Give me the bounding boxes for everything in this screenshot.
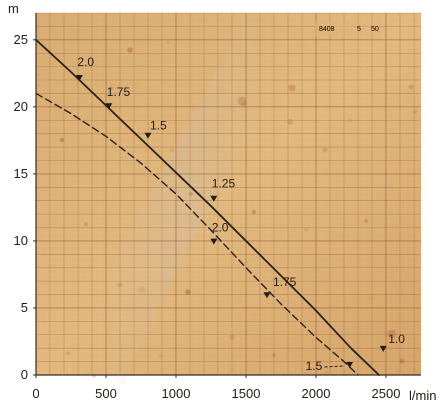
paper-spot [303, 227, 309, 233]
paper-spot [159, 354, 163, 358]
chart-code-box [314, 22, 382, 36]
marker-leader-line [324, 365, 345, 368]
paper-spot [110, 86, 114, 90]
solid-marker-3: 1.5 [144, 119, 167, 139]
series-layer [35, 38, 380, 376]
y-tick-label: 5 [21, 300, 28, 315]
x-tick-label: 0 [32, 386, 39, 401]
marker-layer: 2.0 1.75 1.5 1.25 1.0 2.0 1.75 1.5 [75, 55, 405, 373]
marker-arrow [75, 75, 83, 82]
y-tick-label: 25 [14, 32, 28, 47]
paper-spot [127, 47, 133, 53]
marker-arrow [210, 195, 218, 202]
marker-label: 2.0 [212, 221, 229, 235]
paper-spot [185, 289, 191, 295]
paper-spot [237, 96, 247, 106]
paper-spot [413, 110, 417, 114]
marker-arrow [144, 132, 152, 139]
grid-lines [35, 12, 421, 376]
paper-spot [286, 118, 294, 126]
paper-spot [368, 295, 374, 301]
y-tick-label: 0 [21, 367, 28, 382]
paper-spot [322, 147, 328, 153]
paper-spot [139, 287, 145, 293]
solid-marker-4: 1.25 [210, 177, 235, 202]
dashed-marker-3: 1.5 [306, 359, 354, 373]
paper-spot [241, 101, 247, 107]
dashed-curve [35, 92, 359, 376]
paper-spot [117, 282, 123, 288]
plot-background [36, 11, 421, 386]
paper-spot [66, 351, 70, 355]
y-tick-label: 10 [14, 233, 28, 248]
paper-spot [84, 222, 88, 226]
marker-label: 1.5 [306, 359, 323, 373]
chart-code-1: 8408 [319, 26, 335, 33]
chart-code-2: 5 [357, 26, 361, 33]
solid-marker-2: 1.75 [105, 85, 131, 110]
solid-curve [35, 38, 380, 376]
marker-label: 2.0 [77, 55, 94, 69]
paper-spot [399, 358, 405, 364]
axis-layer: 0 500 1000 1500 2000 2500 0 5 10 15 20 25 [14, 13, 421, 401]
solid-marker-5: 1.0 [379, 332, 405, 352]
paper-spot [229, 334, 235, 340]
paper-spot [288, 84, 296, 92]
solid-marker-1: 2.0 [75, 55, 94, 82]
x-tick-label: 1500 [232, 386, 261, 401]
x-axis-label: l/min [409, 388, 436, 403]
x-tick-label: 1000 [162, 386, 191, 401]
paper-texture [60, 22, 417, 378]
x-tick-label: 2000 [302, 386, 331, 401]
paper-spot [165, 39, 171, 45]
marker-label: 1.75 [273, 275, 297, 289]
paper-spot [387, 329, 397, 339]
y-tick-label: 20 [14, 99, 28, 114]
marker-arrow [263, 292, 271, 299]
marker-arrow [346, 361, 354, 368]
x-tick-label: 500 [95, 386, 117, 401]
paper-spot [169, 147, 175, 153]
paper-spot [251, 209, 257, 215]
x-tick-label: 2500 [372, 386, 401, 401]
paper-spot [325, 371, 329, 375]
marker-label: 1.0 [388, 332, 405, 346]
paper-spot [364, 219, 368, 223]
marker-arrow [210, 238, 218, 245]
marker-arrow [379, 345, 387, 352]
paper-haze [67, 11, 299, 386]
marker-label: 1.75 [107, 85, 131, 99]
paper-spot [408, 84, 414, 90]
y-axis-label: m [8, 1, 19, 16]
paper-spot [189, 192, 193, 196]
paper-spot [272, 353, 276, 357]
dashed-marker-2: 1.75 [263, 275, 297, 299]
marker-label: 1.25 [212, 177, 236, 191]
marker-label: 1.5 [150, 119, 167, 133]
y-tick-label: 15 [14, 166, 28, 181]
paper-spot [60, 138, 64, 142]
dashed-marker-1: 2.0 [210, 221, 229, 245]
chart-code-3: 50 [371, 26, 379, 33]
paper-spot [347, 117, 353, 123]
marker-arrow [105, 103, 113, 110]
